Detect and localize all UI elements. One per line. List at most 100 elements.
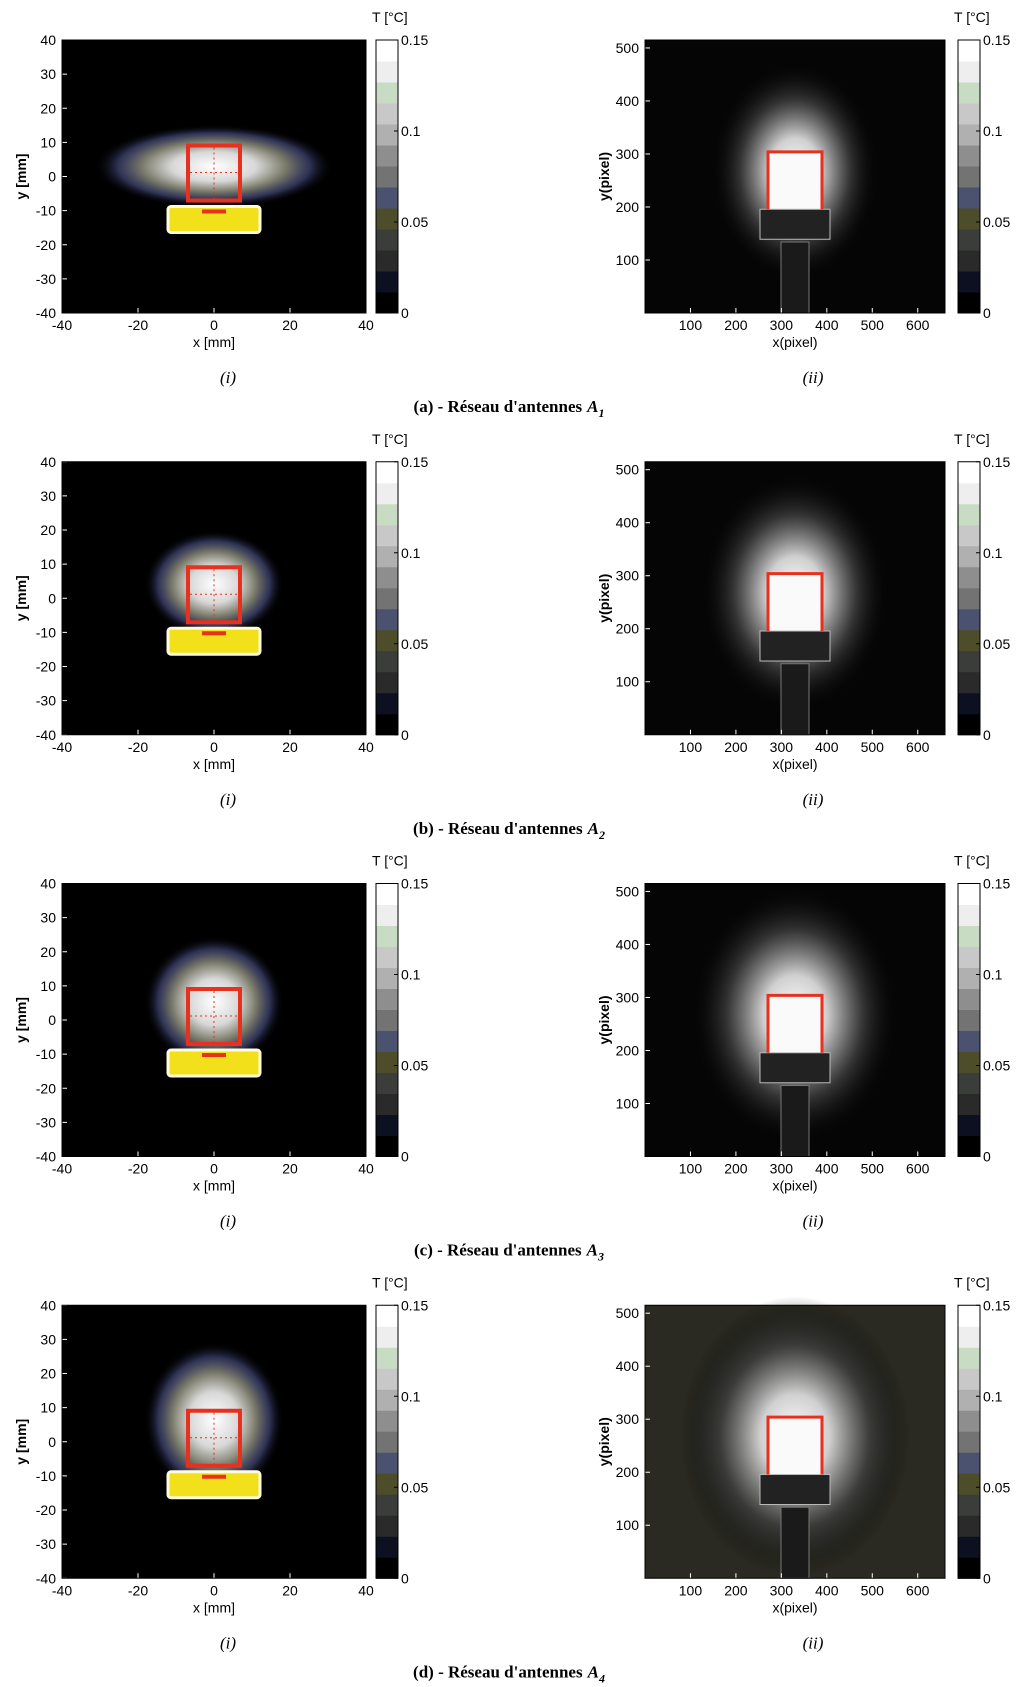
colorbar-level xyxy=(376,925,398,947)
y-tick-label: 100 xyxy=(616,252,640,268)
colorbar-level xyxy=(376,524,398,547)
colorbar-level xyxy=(376,629,398,652)
colorbar-level xyxy=(376,1494,398,1516)
axes-frame xyxy=(644,39,946,314)
y-tick-label: -30 xyxy=(36,1536,56,1552)
x-tick-label: 40 xyxy=(358,1161,374,1177)
y-tick-label: 100 xyxy=(616,1095,640,1111)
antenna-frame xyxy=(186,565,242,625)
colorbar-tick-label: 0.15 xyxy=(401,454,428,470)
x-tick-label: 600 xyxy=(906,1582,930,1598)
tripod xyxy=(780,241,810,314)
antenna-body xyxy=(767,573,823,632)
colorbar-level xyxy=(958,629,980,652)
antenna-body xyxy=(767,151,823,210)
colorbar-level xyxy=(958,1051,980,1073)
colorbar-level xyxy=(376,566,398,589)
caption-symbol: A xyxy=(586,1241,598,1260)
x-tick-label: 200 xyxy=(724,317,748,333)
axes-frame xyxy=(644,461,946,736)
y-tick-label: -40 xyxy=(36,727,56,743)
x-axis-label: x(pixel) xyxy=(772,1178,817,1194)
antenna-body xyxy=(767,995,823,1054)
x-tick-label: 0 xyxy=(210,317,218,333)
y-tick-label: 0 xyxy=(48,1012,56,1028)
y-tick-label: -30 xyxy=(36,1114,56,1130)
colorbar-tick-label: 0.1 xyxy=(401,123,421,139)
colorbar-level xyxy=(376,1009,398,1031)
antenna-body xyxy=(767,1417,823,1476)
y-tick-label: 10 xyxy=(40,1400,56,1416)
y-tick-label: 200 xyxy=(616,621,640,637)
colorbar-level xyxy=(958,1009,980,1031)
y-tick-label: 40 xyxy=(40,1297,56,1313)
y-tick-label: 100 xyxy=(616,674,640,690)
y-tick-label: 400 xyxy=(616,1358,640,1374)
colorbar-level xyxy=(958,650,980,673)
colorbar-tick-label: 0.15 xyxy=(983,32,1010,48)
antenna-outline xyxy=(766,993,824,1053)
antenna-mount xyxy=(759,630,831,662)
y-axis-label: y(pixel) xyxy=(596,152,612,201)
y-tick-label: -40 xyxy=(36,1570,56,1586)
colorbar-level xyxy=(376,482,398,505)
colorbar-level xyxy=(376,61,398,83)
y-tick-label: 30 xyxy=(40,488,56,504)
colorbar-level xyxy=(376,166,398,188)
tripod xyxy=(780,1506,810,1579)
colorbar-level xyxy=(958,1135,980,1157)
y-tick-label: 200 xyxy=(616,1042,640,1058)
subcaption: (i) xyxy=(220,790,236,809)
x-tick-label: -20 xyxy=(128,1582,148,1598)
x-tick-label: 40 xyxy=(358,317,374,333)
colorbar-label: T [°C] xyxy=(954,1274,990,1290)
antenna-mount xyxy=(759,208,831,240)
colorbar-level xyxy=(376,503,398,526)
colorbar-level xyxy=(958,1114,980,1136)
colorbar-tick-label: 0.05 xyxy=(401,214,428,230)
colorbar-level xyxy=(376,82,398,104)
x-tick-label: 300 xyxy=(770,1582,794,1598)
x-tick-label: 400 xyxy=(815,1161,839,1177)
antenna-frame xyxy=(186,987,242,1046)
colorbar-level xyxy=(376,1093,398,1115)
colorbar-tick-label: 0.1 xyxy=(983,123,1003,139)
y-tick-label: -20 xyxy=(36,659,56,675)
colorbar-tick-label: 0.05 xyxy=(401,1479,428,1495)
x-tick-label: 500 xyxy=(861,1161,885,1177)
caption-symbol: A xyxy=(587,819,599,838)
colorbar-level xyxy=(958,482,980,505)
y-tick-label: 300 xyxy=(616,989,640,1005)
colorbar-level xyxy=(958,124,980,146)
x-tick-label: 200 xyxy=(724,739,748,755)
colorbar-level xyxy=(376,187,398,209)
x-tick-label: 500 xyxy=(861,1582,885,1598)
y-tick-label: 300 xyxy=(616,146,640,162)
antenna-base xyxy=(166,1470,262,1500)
x-tick-label: 600 xyxy=(906,739,930,755)
colorbar-level xyxy=(958,1473,980,1495)
colorbar-level xyxy=(376,967,398,989)
colorbar-level xyxy=(958,503,980,526)
colorbar-level xyxy=(376,1326,398,1348)
x-tick-label: 20 xyxy=(282,317,298,333)
colorbar-level xyxy=(958,1072,980,1094)
y-tick-label: 300 xyxy=(616,1411,640,1427)
antenna-base xyxy=(166,626,262,656)
caption-symbol: A xyxy=(587,1662,599,1681)
colorbar-frame xyxy=(375,1304,399,1579)
colorbar-level xyxy=(958,967,980,989)
colorbar-level xyxy=(958,692,980,715)
colorbar-tick-label: 0.1 xyxy=(401,967,421,983)
x-tick-label: -20 xyxy=(128,317,148,333)
colorbar-level xyxy=(958,1410,980,1432)
axes-frame xyxy=(644,883,946,1157)
colorbar-level xyxy=(958,524,980,547)
colorbar-level xyxy=(958,1347,980,1369)
colorbar-level xyxy=(376,988,398,1010)
colorbar-level xyxy=(958,82,980,104)
colorbar-label: T [°C] xyxy=(954,853,990,869)
